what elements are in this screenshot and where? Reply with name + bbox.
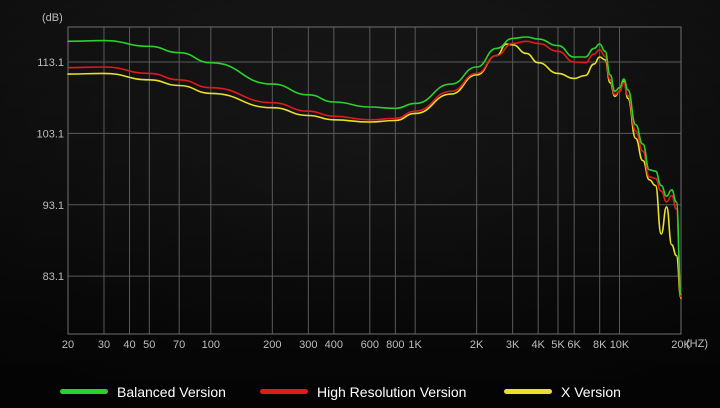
legend: Balanced Version High Resolution Version X… xyxy=(60,384,621,400)
series-line-x-version xyxy=(67,43,682,300)
legend-swatch-high-resolution-version xyxy=(260,389,308,394)
legend-swatch-balanced-version xyxy=(60,389,108,394)
plot-frame xyxy=(67,26,682,335)
y-tick-label-83-1: 83.1 xyxy=(43,271,64,283)
series-lines xyxy=(67,36,682,300)
x-tick-label-5k: 5K xyxy=(551,339,565,351)
x-tick-label-30: 30 xyxy=(98,339,110,351)
x-tick-label-400: 400 xyxy=(325,339,343,351)
x-gridlines xyxy=(67,27,682,334)
x-tick-label-50: 50 xyxy=(143,339,155,351)
x-tick-label-8k: 8K xyxy=(593,339,607,351)
x-tick-label-4k: 4K xyxy=(531,339,545,351)
x-tick-label-600: 600 xyxy=(361,339,379,351)
y-axis-label: (dB) xyxy=(42,12,63,24)
x-tick-label-20: 20 xyxy=(62,339,74,351)
x-axis-label: (HZ) xyxy=(686,338,708,350)
legend-label-high-resolution-version: High Resolution Version xyxy=(317,384,466,400)
legend-label-balanced-version: Balanced Version xyxy=(117,384,226,400)
x-tick-label-1k: 1K xyxy=(408,339,422,351)
y-tick-label-93-1: 93.1 xyxy=(43,200,64,212)
y-tick-label-113-1: 113.1 xyxy=(37,57,64,69)
x-tick-label-2k: 2K xyxy=(470,339,484,351)
x-tick-label-40: 40 xyxy=(123,339,135,351)
x-tick-label-70: 70 xyxy=(173,339,185,351)
y-tick-label-103-1: 103.1 xyxy=(36,128,64,140)
x-tick-label-3k: 3K xyxy=(506,339,520,351)
series-line-high-resolution-version xyxy=(67,40,682,298)
x-tick-label-800: 800 xyxy=(386,339,404,351)
y-tick-labels: 113.1 103.1 93.1 83.1 xyxy=(36,57,64,283)
legend-swatch-x-version xyxy=(504,389,552,394)
x-tick-labels: 20 30 40 50 70 100 200 300 400 600 800 1K 2K 3K 4K 5K 6K… xyxy=(62,339,692,351)
series-line-balanced-version xyxy=(67,36,682,296)
legend-label-x-version: X Version xyxy=(561,384,621,400)
x-tick-label-200: 200 xyxy=(263,339,281,351)
x-tick-label-6k: 6K xyxy=(567,339,581,351)
x-tick-label-10k: 10K xyxy=(610,339,630,351)
x-tick-label-20k: 20K xyxy=(671,339,691,351)
x-tick-label-100: 100 xyxy=(202,339,220,351)
x-tick-label-300: 300 xyxy=(299,339,317,351)
